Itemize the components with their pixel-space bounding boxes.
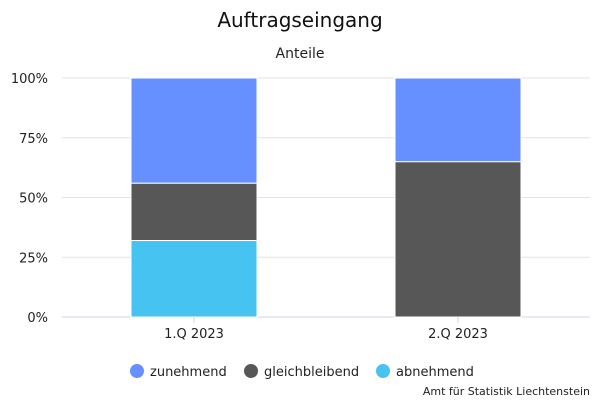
legend-label: gleichbleibend [264,365,359,380]
legend-item-gleichbleibend[interactable]: gleichbleibend [244,364,359,380]
bar-segment-zunehmend [394,77,522,163]
x-axis: 1.Q 2023 2.Q 2023 [164,317,488,342]
legend: zunehmend gleichbleibend abnehmend [130,364,474,380]
bars [130,77,522,318]
y-tick-label: 0% [27,311,48,326]
bar-segment-abnehmend [130,240,258,318]
x-tick-label: 2.Q 2023 [428,327,488,342]
legend-marker [244,364,258,378]
legend-marker [130,364,144,378]
y-tick-label: 75% [19,132,48,147]
bar-segment-gleichbleibend [394,161,522,318]
y-tick-label: 100% [11,72,48,87]
legend-item-abnehmend[interactable]: abnehmend [376,364,474,380]
y-tick-label: 25% [19,251,48,266]
legend-item-zunehmend[interactable]: zunehmend [130,364,227,380]
bar-segment-zunehmend [130,77,258,184]
source-credit: Amt für Statistik Liechtenstein [423,385,590,398]
legend-label: abnehmend [396,365,474,380]
legend-label: zunehmend [150,365,227,380]
chart-subtitle: Anteile [276,46,325,62]
legend-marker [376,364,390,378]
y-axis: 0% 25% 50% 75% 100% [11,72,48,326]
bar-segment-gleichbleibend [130,182,258,242]
x-tick-label: 1.Q 2023 [164,327,224,342]
y-tick-label: 50% [19,192,48,207]
chart-title: Auftragseingang [217,8,382,32]
